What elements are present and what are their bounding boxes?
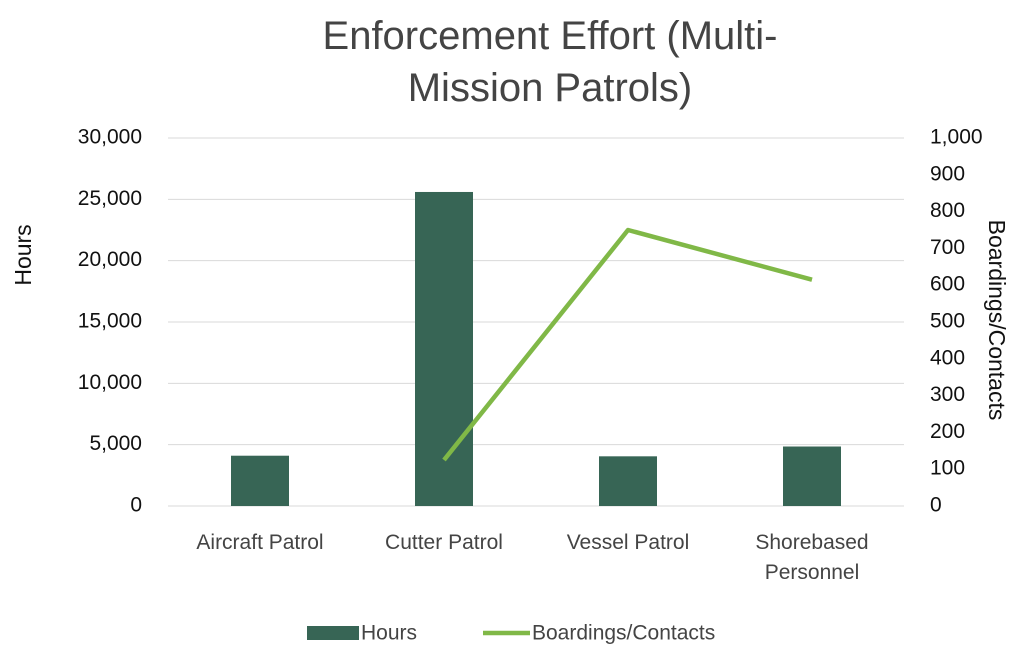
y2-tick-label: 400 <box>930 346 965 369</box>
y-tick-label: 15,000 <box>78 310 142 333</box>
bar <box>599 456 657 506</box>
y2-tick-label: 700 <box>930 236 965 259</box>
y2-tick-label: 1,000 <box>930 126 983 149</box>
x-tick-label: Cutter Patrol <box>385 531 503 554</box>
y2-tick-label: 600 <box>930 273 965 296</box>
bar <box>415 191 473 506</box>
y2-tick-label: 200 <box>930 420 965 443</box>
y-tick-label: 30,000 <box>78 126 142 149</box>
x-tick-label: Vessel Patrol <box>566 531 690 554</box>
x-tick-label: Shorebased Personnel <box>755 531 869 584</box>
y-tick-label: 20,000 <box>78 248 142 271</box>
legend-label: Boardings/Contacts <box>532 622 715 645</box>
y2-tick-label: 300 <box>930 383 965 406</box>
chart-title: Enforcement Effort (Multi-Mission Patrol… <box>322 14 778 110</box>
y2-tick-label: 500 <box>930 310 965 333</box>
x-tick-label: Aircraft Patrol <box>196 531 324 554</box>
bar <box>783 446 841 506</box>
bar <box>231 455 289 506</box>
y2-tick-label: 100 <box>930 457 965 480</box>
y2-tick-label: 800 <box>930 199 965 222</box>
y-tick-label: 0 <box>130 494 142 517</box>
y-tick-label: 5,000 <box>89 432 142 455</box>
legend-label: Hours <box>361 622 417 645</box>
y2-tick-label: 900 <box>930 162 965 185</box>
y-tick-label: 10,000 <box>78 371 142 394</box>
y2-tick-label: 0 <box>930 494 942 517</box>
y-tick-label: 25,000 <box>78 187 142 210</box>
y2-axis-title: Boardings/Contacts <box>984 220 1010 421</box>
line <box>442 227 813 462</box>
y-axis-title: Hours <box>10 224 36 285</box>
legend-swatch <box>307 626 359 640</box>
